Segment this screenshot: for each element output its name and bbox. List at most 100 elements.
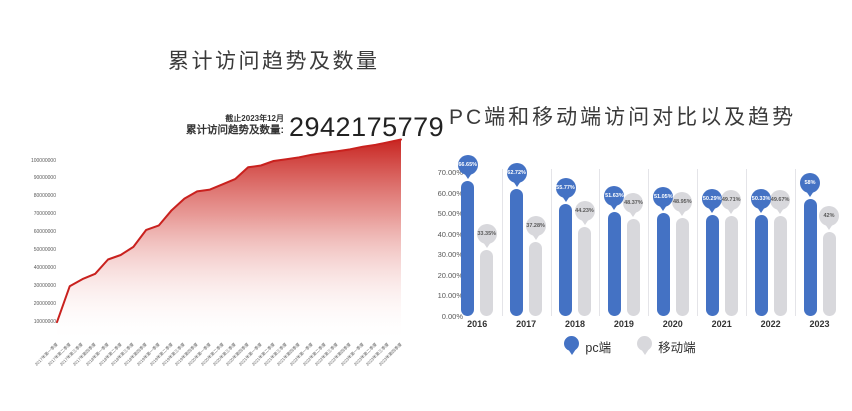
data-label-value: 42% [819,205,839,226]
bar-pc-2016 [461,181,475,316]
area-y-tick-label: 30000000 [33,282,56,289]
droplet-dot [564,336,580,351]
data-label-pointer [806,191,814,198]
data-label-pc-2019: 51.63% [604,186,625,211]
bar-pc-2017 [510,189,524,316]
bar-y-tick-label: 70.00% [437,168,463,177]
data-label-pc-2021: 50.29% [702,188,723,213]
bar-pc-2020 [656,213,670,316]
data-label-value: 51.05% [653,187,674,208]
area-fill [57,139,401,340]
data-label-value: 33.35% [476,223,497,244]
bar-mobile-2023 [822,231,836,316]
bar-mobile-2022 [773,216,787,316]
bar-pc-2018 [559,203,572,316]
stat-asof-label: 截止2023年12月 [225,114,284,123]
pc-legend-droplet-icon [564,336,580,356]
data-label-pointer [580,219,589,226]
data-label-mobile-2016: 33.35% [476,223,497,248]
bar-y-tick-label: 30.00% [437,250,463,259]
data-label-mobile-2020: 48.95% [672,191,693,216]
stat-total-value: 2942175779 [289,112,445,142]
bar-pc-2023 [803,199,817,316]
group-separator [648,169,650,316]
bar-x-category-label: 2022 [760,319,781,329]
legend-item-pc: pc端 [564,336,611,356]
bar-mobile-2017 [529,241,543,316]
data-label-pointer [776,208,785,215]
data-label-value: 50.33% [751,188,772,209]
data-label-mobile-2017: 37.28% [525,215,546,240]
data-label-pointer [727,208,736,215]
group-separator [599,169,601,316]
area-y-tick-label: 10000000 [33,318,56,325]
data-label-value: 66.65% [457,155,478,176]
data-label-mobile-2022: 49.67% [770,190,791,215]
data-label-pc-2020: 51.05% [653,187,674,212]
bar-pc-2022 [754,214,768,316]
bar-mobile-2018 [578,227,591,316]
area-y-tick-label: 60000000 [33,229,56,236]
data-label-value: 49.67% [770,190,791,211]
data-label-value: 44.23% [574,201,595,222]
data-label-pointer [678,209,687,216]
area-chart [56,138,402,340]
data-label-pointer [708,206,717,213]
data-label-value: 48.37% [623,192,644,213]
data-label-pointer [561,195,570,202]
group-separator [746,169,748,316]
area-y-tick-label: 100000000 [30,157,56,164]
data-label-pointer [825,223,833,230]
data-label-pc-2017: 62.72% [506,163,527,188]
droplet-dot [637,336,653,351]
area-y-tick-label: 70000000 [33,211,56,218]
data-label-pointer [512,181,521,188]
data-label-pc-2016: 66.65% [457,155,478,180]
bar-x-category-label: 2021 [711,319,732,329]
bar-y-tick-label: 50.00% [437,209,463,218]
area-y-tick-label: 50000000 [33,247,56,253]
legend-item-mobile: 移动端 [637,336,696,356]
bar-y-tick-label: 0.00% [441,311,463,321]
droplet-tip [567,349,576,355]
data-label-value: 49.71% [721,190,742,211]
data-label-pc-2023: 58% [800,173,820,198]
data-label-value: 48.95% [672,191,693,212]
area-y-tick-label: 80000000 [33,193,56,200]
data-label-value: 37.28% [525,215,546,236]
data-label-pc-2018: 55.77% [555,177,576,202]
data-label-value: 55.77% [555,177,576,198]
data-label-mobile-2023: 42% [819,205,839,230]
data-label-pointer [659,205,668,212]
stat-metric-label: 累计访问趋势及数量: [186,124,284,136]
data-label-pc-2022: 50.33% [751,188,772,213]
bar-chart-title: PC端和移动端访问对比以及趋势 [449,106,797,130]
legend-label-mobile: 移动端 [658,340,696,355]
data-label-mobile-2018: 44.23% [574,201,595,226]
cumulative-total-stat: 截止2023年12月 累计访问趋势及数量: [104,114,284,137]
data-label-pointer [757,206,766,213]
data-label-mobile-2019: 48.37% [623,192,644,217]
area-y-tick-label: 40000000 [33,264,56,271]
legend-label-pc: pc端 [585,340,612,355]
bar-y-tick-label: 10.00% [437,291,463,300]
bar-x-category-label: 2023 [809,319,830,329]
group-separator [501,169,503,316]
data-label-value: 50.29% [702,188,723,209]
bar-x-category-label: 2016 [467,319,488,329]
bar-pc-2019 [607,212,621,316]
area-line [56,138,402,324]
area-chart-title: 累计访问趋势及数量 [168,50,380,74]
bar-y-tick-label: 40.00% [437,229,463,239]
bar-y-tick-label: 60.00% [437,188,463,198]
bar-x-category-label: 2018 [564,319,586,329]
bar-mobile-2021 [724,216,738,316]
data-label-pointer [610,204,619,211]
bar-x-category-label: 2020 [662,319,683,329]
bar-mobile-2020 [675,217,689,316]
data-label-pointer [482,241,491,248]
data-label-value: 58% [800,173,820,194]
data-label-pointer [629,210,638,217]
data-label-mobile-2021: 49.71% [721,190,742,215]
